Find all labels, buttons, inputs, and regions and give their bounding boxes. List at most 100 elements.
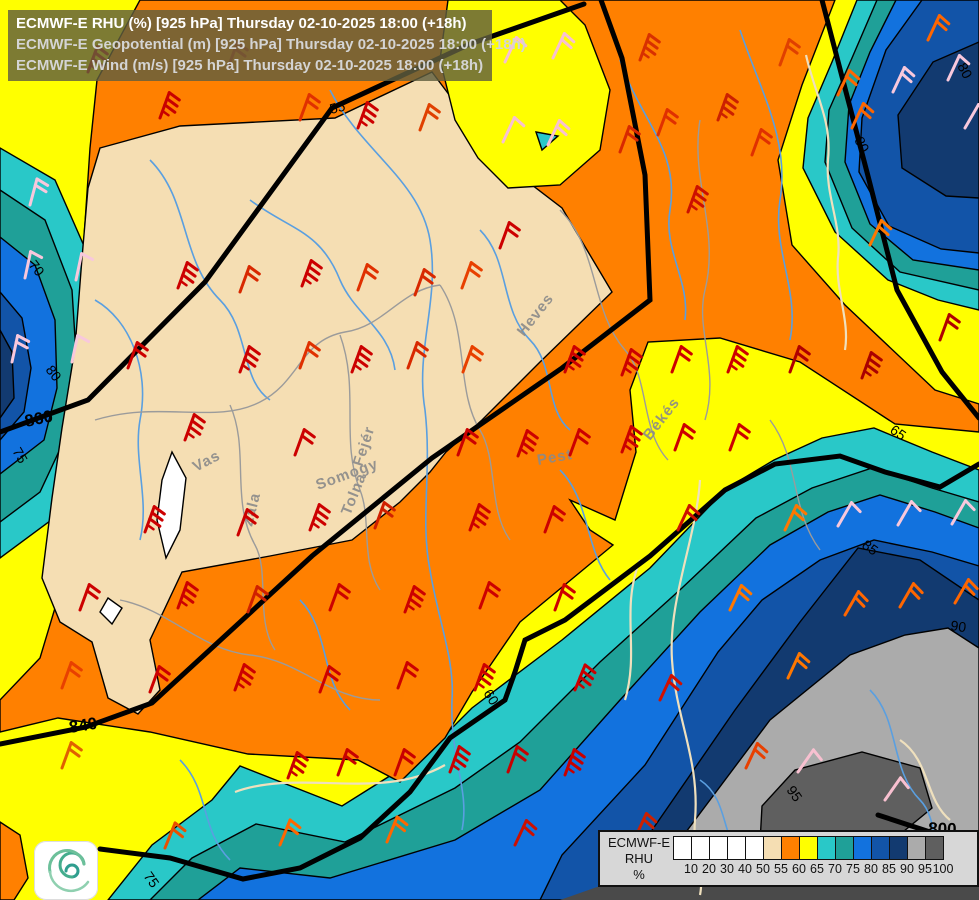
wind-barb [926, 14, 951, 42]
wind-barb [236, 508, 259, 537]
wind-barb [456, 428, 479, 457]
legend-tick-value: 50 [756, 862, 770, 876]
wind-barb [74, 252, 95, 282]
wind-barb [620, 425, 643, 454]
legend-tick-value: 60 [792, 862, 806, 876]
wind-barb [478, 581, 501, 610]
wind-barb [676, 504, 701, 532]
wind-barb [143, 505, 166, 534]
wind-barb [148, 665, 171, 694]
wind-barb [503, 36, 528, 64]
legend-tick-value: 20 [702, 862, 716, 876]
wind-barb [468, 503, 491, 532]
wind-barb [10, 334, 31, 364]
wind-barb [778, 38, 801, 67]
region-orange-sw-pocket [0, 821, 29, 900]
legend-tick-value: 55 [774, 862, 788, 876]
map-label: 75 [9, 445, 31, 467]
title-wind: ECMWF-E Wind (m/s) [925 hPa] Thursday 02… [16, 57, 484, 74]
wind-barb [516, 429, 539, 458]
legend-color-box [871, 836, 890, 860]
legend-tick-value: 40 [738, 862, 752, 876]
legend-tick-value: 10 [684, 862, 698, 876]
wind-barb [78, 583, 101, 612]
legend-tick-value: 75 [846, 862, 860, 876]
wind-barb [23, 250, 44, 280]
wind-barb [563, 345, 586, 374]
wind-barb [953, 578, 979, 605]
wind-barb [298, 341, 321, 370]
legend-color-box [781, 836, 800, 860]
map-label: 60 [480, 686, 502, 708]
wind-barb [278, 818, 302, 847]
wind-barb [788, 345, 811, 374]
wind-barb [836, 501, 862, 528]
wind-barb [656, 108, 679, 137]
region-white-sliver [156, 450, 187, 561]
wind-barb [573, 663, 597, 692]
wind-barb [950, 499, 976, 526]
legend-tick-value: 95 [918, 862, 932, 876]
spiral-logo-icon [48, 849, 90, 893]
wind-barb [183, 413, 206, 442]
color-legend: ECMWF-E RHU % 10 20 30 40 50 55 60 65 70 75 80 85 90… [598, 830, 979, 887]
wind-barb [498, 221, 521, 250]
wind-barb [60, 741, 83, 770]
wind-barb [501, 116, 526, 144]
wind-barb [286, 751, 309, 780]
wind-barb [546, 119, 571, 147]
wind-barb [513, 819, 538, 847]
legend-color-box [799, 836, 818, 860]
legend-unit-label: % [633, 867, 645, 882]
wind-barb [786, 652, 811, 680]
map-label: 840 [68, 714, 99, 737]
legend-color-box [889, 836, 908, 860]
region-left-navy [0, 329, 15, 420]
legend-color-box [835, 836, 854, 860]
wind-barb [658, 674, 683, 702]
wind-barb [473, 663, 496, 692]
map-label: Pest [536, 446, 574, 469]
legend-side-labels: ECMWF-E RHU % [604, 835, 674, 883]
wind-barb [70, 334, 91, 364]
legend-color-box [691, 836, 710, 860]
map-label: 80 [954, 60, 976, 81]
legend-color-box [907, 836, 926, 860]
wind-barb [673, 423, 696, 452]
wind-barb [300, 259, 323, 288]
wind-barb [298, 93, 321, 122]
wind-barb [783, 504, 808, 532]
wind-barb [350, 345, 373, 374]
wind-barb [551, 32, 576, 60]
wind-barb [896, 500, 922, 527]
contour-800-east [819, 0, 979, 421]
wind-barb [686, 185, 709, 214]
map-title-box: ECMWF-E RHU (%) [925 hPa] Thursday 02-10… [8, 10, 526, 81]
wind-barb [356, 263, 379, 292]
legend-tick-value: 100 [932, 862, 954, 876]
wind-barb [403, 585, 426, 614]
legend-tick-value: 90 [900, 862, 914, 876]
wind-barb [158, 91, 181, 120]
legend-color-boxes [673, 836, 944, 860]
legend-color-box [673, 836, 692, 860]
wind-barb [553, 583, 576, 612]
wind-barb [385, 815, 409, 844]
wind-barb [891, 66, 916, 94]
wind-barb [568, 428, 591, 457]
legend-tick-value: 70 [828, 862, 842, 876]
legend-parameter-label: RHU [624, 851, 654, 866]
legend-tick-value: 30 [720, 862, 734, 876]
wind-barb [238, 345, 261, 374]
wind-barb [506, 745, 529, 774]
title-rhu: ECMWF-E RHU (%) [925 hPa] Thursday 02-10… [16, 15, 467, 32]
region-white-diamond [99, 596, 123, 626]
wind-barb [843, 590, 869, 617]
wind-barb [418, 103, 441, 132]
met-service-logo [34, 841, 98, 900]
wind-barb [898, 582, 924, 609]
wind-barb [563, 748, 586, 777]
wind-barb [946, 54, 971, 82]
wind-barb [176, 261, 199, 290]
